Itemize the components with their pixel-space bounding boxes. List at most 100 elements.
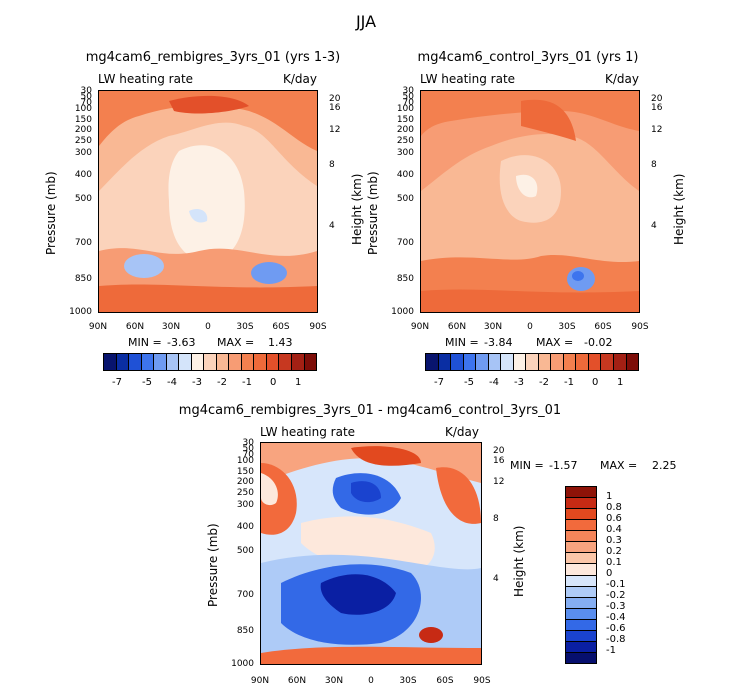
p2-xtick: 30N: [483, 322, 503, 332]
colorbar-swatch: [566, 597, 596, 609]
colorbar-swatch: [501, 354, 514, 370]
p1-ytick: 1000: [69, 307, 92, 317]
panel1-max-label: MAX =: [217, 336, 255, 349]
panel3-region-top-max: [351, 446, 421, 466]
p1-y2tick: 20: [329, 94, 341, 104]
p2-y2tick: 4: [651, 221, 657, 231]
cb2-tick: 1: [617, 377, 624, 388]
panel3-units-label: K/day: [445, 425, 479, 439]
colorbar-swatch: [279, 354, 292, 370]
cb3-tick: 1: [606, 491, 613, 502]
panel2-min-value: -3.84: [484, 336, 513, 349]
cb2-tick: -5: [464, 377, 474, 388]
panel2-variable-label: LW heating rate: [420, 72, 516, 86]
p2-ytick: 400: [396, 170, 414, 180]
cb3-tick: -1: [606, 645, 616, 656]
p2-y2tick: 20: [651, 94, 663, 104]
p1-ytick: 300: [74, 148, 92, 158]
cb1-tick: -5: [142, 377, 152, 388]
p2-ytick: 200: [396, 125, 414, 135]
panel1-region-top: [99, 91, 317, 151]
colorbar-swatch: [538, 354, 552, 370]
cb1-tick: -3: [192, 377, 202, 388]
p3-ytick: 100: [236, 456, 254, 466]
colorbar-swatch: [463, 354, 477, 370]
colorbar-swatch: [266, 354, 280, 370]
panel3-y2label: Height (km): [512, 525, 526, 597]
panel2-region-center-max: [516, 174, 538, 198]
colorbar-swatch: [566, 542, 596, 554]
colorbar-swatch: [566, 553, 596, 565]
panel1-units-label: K/day: [283, 72, 317, 86]
panel1-colorbar: [103, 353, 317, 371]
panel1-region-center: [168, 145, 245, 261]
p1-ytick: 700: [74, 238, 92, 248]
colorbar-swatch: [526, 354, 539, 370]
colorbar-swatch: [566, 575, 596, 587]
cb3-tick: 0.2: [606, 546, 622, 557]
p3-ytick: 70: [242, 450, 254, 460]
colorbar-swatch: [588, 354, 602, 370]
panel3-region-surface-max: [419, 627, 443, 643]
p2-y2tick: 8: [651, 160, 657, 170]
panel1-ylabel: Pressure (mb): [44, 171, 58, 255]
p3-ytick: 400: [236, 522, 254, 532]
p1-y2tick: 4: [329, 221, 335, 231]
p3-xtick: 30S: [399, 676, 417, 686]
cb3-tick: 0.6: [606, 513, 622, 524]
panel3-max-value: 2.25: [652, 459, 677, 472]
colorbar-swatch: [566, 509, 596, 521]
cb2-tick: 0: [592, 377, 599, 388]
cb3-tick: -0.8: [606, 634, 626, 645]
panel3-region-top: [261, 443, 481, 483]
p3-y2tick: 12: [493, 477, 505, 487]
colorbar-swatch: [104, 354, 117, 370]
p2-y2tick: 16: [651, 103, 663, 113]
colorbar-swatch: [241, 354, 255, 370]
colorbar-swatch: [438, 354, 452, 370]
p1-xtick: 30N: [161, 322, 181, 332]
colorbar-swatch: [191, 354, 205, 370]
cb1-tick: 1: [295, 377, 302, 388]
colorbar-swatch: [291, 354, 305, 370]
colorbar-swatch: [566, 564, 596, 576]
p2-ytick: 300: [396, 148, 414, 158]
cb1-tick: -4: [167, 377, 177, 388]
colorbar-swatch: [566, 531, 596, 543]
p3-xtick: 0: [368, 676, 374, 686]
p2-ytick: 1000: [391, 307, 414, 317]
cb3-tick: -0.4: [606, 612, 626, 623]
colorbar-swatch: [476, 354, 489, 370]
panel3-variable-label: LW heating rate: [260, 425, 356, 439]
p2-xtick: 30S: [558, 322, 576, 332]
p3-ytick: 1000: [231, 659, 254, 669]
panel3-region-left-core: [261, 473, 278, 506]
p2-ytick: 100: [396, 104, 414, 114]
colorbar-swatch: [204, 354, 217, 370]
cb1-tick: -2: [217, 377, 227, 388]
p3-ytick: 300: [236, 500, 254, 510]
colorbar-swatch: [576, 354, 589, 370]
panel1-variable-label: LW heating rate: [98, 72, 194, 86]
colorbar-swatch: [229, 354, 242, 370]
p3-y2tick: 16: [493, 456, 505, 466]
colorbar-swatch: [488, 354, 502, 370]
panel3-region-upper-low-core: [351, 481, 381, 503]
colorbar-swatch: [566, 487, 596, 499]
panel1-region-surface: [99, 284, 317, 312]
p3-y2tick: 20: [493, 446, 505, 456]
cb2-tick: -1: [564, 377, 574, 388]
p1-xtick: 90S: [309, 322, 327, 332]
cb2-tick: -7: [434, 377, 444, 388]
colorbar-swatch: [566, 608, 596, 620]
cb3-tick: 0.3: [606, 535, 622, 546]
panel3-region-surface: [261, 646, 481, 664]
panel2-units-label: K/day: [605, 72, 639, 86]
colorbar-swatch: [563, 354, 577, 370]
cb3-tick: -0.2: [606, 590, 626, 601]
panel1-max-value: 1.43: [268, 336, 293, 349]
p1-xtick: 90N: [88, 322, 108, 332]
panel3-colorbar: [565, 486, 597, 664]
colorbar-swatch: [451, 354, 464, 370]
colorbar-swatch: [141, 354, 155, 370]
